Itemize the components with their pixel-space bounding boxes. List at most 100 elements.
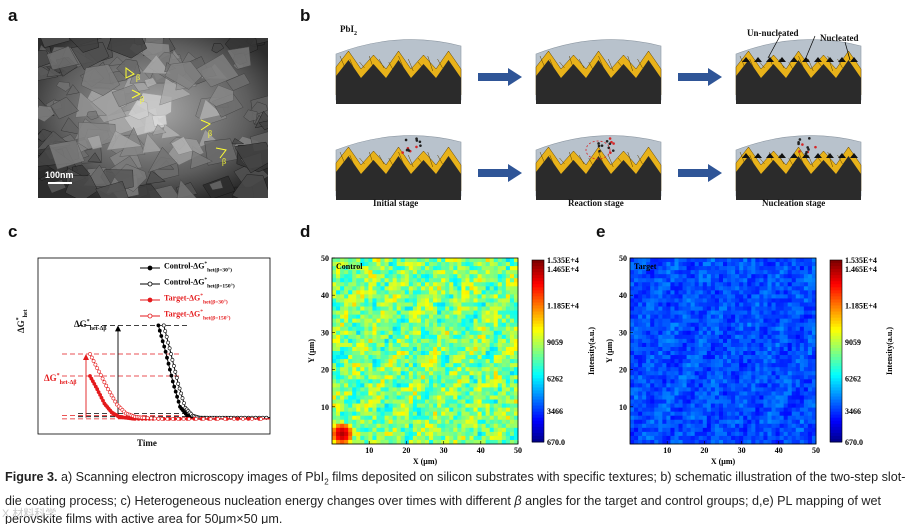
c-series-point-1 bbox=[173, 369, 178, 374]
c-series-point-3 bbox=[111, 396, 116, 401]
c-series-point-3 bbox=[106, 387, 110, 392]
c-series-point-0 bbox=[156, 323, 161, 328]
c-series-point-0 bbox=[163, 349, 168, 354]
c-series-point-3 bbox=[170, 416, 175, 421]
c-series-point-2 bbox=[95, 387, 100, 392]
schematic-tile-1-1 bbox=[535, 135, 662, 200]
process-arrow-3 bbox=[678, 164, 722, 182]
d-x-tick: 40 bbox=[477, 446, 485, 455]
c-series-point-3 bbox=[98, 373, 103, 378]
caption-label: Figure 3. bbox=[5, 470, 58, 484]
d-colorbar-tick: 1.185E+4 bbox=[547, 302, 579, 311]
e-y-tick: 10 bbox=[619, 403, 627, 412]
process-arrow-2 bbox=[478, 164, 522, 182]
watermark: X 材料科学 bbox=[2, 508, 57, 520]
angle-mark-1: β bbox=[136, 73, 140, 82]
c-series-point-1 bbox=[179, 391, 184, 396]
pl-map-e: 10 20 30 40 50 10 20 30 40 50 Target X (μm) Y (μm) 1.… bbox=[605, 254, 894, 466]
d-y-tick: 10 bbox=[321, 403, 329, 412]
c-series-point-3 bbox=[208, 416, 213, 421]
c-series-point-3 bbox=[223, 416, 227, 421]
c-series-point-3 bbox=[156, 416, 161, 421]
panel-label-b: b bbox=[300, 6, 311, 25]
c-legend-entry-2: Target-ΔG*het(β=30°) bbox=[164, 293, 228, 306]
c-series-point-1 bbox=[164, 334, 169, 339]
e-y-tick: 30 bbox=[619, 328, 627, 337]
c-ylabel: ΔG*het bbox=[16, 309, 29, 333]
e-y-tick: 20 bbox=[619, 366, 627, 375]
c-series-point-3 bbox=[145, 416, 150, 420]
c-series-point-3 bbox=[142, 415, 146, 420]
d-y-tick: 50 bbox=[321, 254, 329, 263]
e-x-tick: 40 bbox=[775, 446, 783, 455]
e-colorbar-tick: 1.535E+4 bbox=[845, 256, 877, 265]
panel-label-e: e bbox=[596, 222, 606, 241]
schematic-tile-0-0 bbox=[335, 39, 462, 104]
c-series-point-3 bbox=[89, 355, 94, 360]
c-series-point-2 bbox=[98, 392, 103, 397]
c-series-point-1 bbox=[180, 396, 185, 401]
angle-mark-3: β bbox=[208, 129, 212, 138]
c-series-point-1 bbox=[169, 352, 173, 356]
c-series-point-0 bbox=[165, 355, 169, 360]
e-colorbar-tick: 1.465E+4 bbox=[845, 265, 877, 274]
c-series-point-3 bbox=[104, 383, 109, 388]
c-series-point-3 bbox=[93, 362, 98, 367]
c-xlabel: Time bbox=[137, 438, 157, 448]
c-series-point-3 bbox=[194, 416, 199, 421]
c-legend-entry-3: Target-ΔG*het(β=150°) bbox=[164, 309, 231, 322]
c-series-point-0 bbox=[160, 339, 165, 344]
c-series-point-0 bbox=[157, 328, 162, 333]
angle-mark-4: β bbox=[222, 157, 226, 166]
c-series-line-1 bbox=[163, 325, 270, 419]
e-y-tick: 50 bbox=[619, 254, 627, 263]
panel-label-c: c bbox=[8, 222, 18, 241]
c-series-point-1 bbox=[174, 375, 179, 380]
c-series-point-1 bbox=[163, 329, 168, 334]
e-colorbar-tick: 1.185E+4 bbox=[845, 302, 877, 311]
c-legend-entry-0: Control-ΔG*het(β=30°) bbox=[164, 261, 232, 274]
d-x-tick: 50 bbox=[514, 446, 522, 455]
caption-beta: β bbox=[514, 493, 522, 508]
c-series-point-3 bbox=[241, 416, 245, 421]
c-series-point-3 bbox=[95, 366, 100, 371]
e-map-title: Target bbox=[634, 262, 657, 271]
c-series-point-3 bbox=[107, 390, 112, 395]
figure-caption: Figure 3. a) Scanning electron microscop… bbox=[5, 468, 910, 524]
d-colorbar-tick: 6262 bbox=[547, 374, 563, 383]
c-series-point-0 bbox=[159, 334, 164, 338]
e-colorbar-tick: 9059 bbox=[845, 338, 861, 347]
c-series-point-3 bbox=[88, 352, 92, 356]
c-series-point-1 bbox=[161, 323, 166, 328]
caption-text-3: angles for the target and control groups… bbox=[5, 493, 881, 524]
d-x-tick: 30 bbox=[440, 446, 448, 455]
e-x-tick: 30 bbox=[738, 446, 746, 455]
e-x-tick: 20 bbox=[700, 446, 708, 455]
panel-label-a: a bbox=[8, 6, 18, 25]
c-series-point-3 bbox=[113, 399, 118, 404]
sem-texture: β β β β 100nm bbox=[38, 38, 268, 198]
c-series-point-3 bbox=[232, 416, 236, 421]
c-series-point-0 bbox=[170, 379, 175, 384]
angle-mark-2: β bbox=[140, 95, 144, 104]
stage-label-nucleation: Nucleation stage bbox=[762, 198, 826, 208]
e-colorbar-tick: 6262 bbox=[845, 374, 861, 383]
d-ylabel: Y (μm) bbox=[307, 339, 316, 363]
pbi2-label: PbI2 bbox=[340, 24, 358, 37]
c-series-point-3 bbox=[187, 416, 191, 421]
c-series-point-3 bbox=[102, 380, 107, 385]
c-series-point-0 bbox=[173, 389, 178, 394]
e-x-tick: 50 bbox=[812, 446, 820, 455]
d-colorbar-label: Intensity(a.u.) bbox=[587, 327, 596, 375]
c-series-point-0 bbox=[166, 361, 171, 366]
schematic-tile-0-2 bbox=[735, 39, 862, 104]
c-series-point-0 bbox=[175, 394, 180, 399]
e-y-tick: 40 bbox=[619, 291, 627, 300]
stage-label-initial: Initial stage bbox=[373, 198, 419, 208]
c-series-point-0 bbox=[176, 399, 181, 404]
plot-frame bbox=[37, 257, 271, 435]
c-series-point-0 bbox=[167, 367, 172, 372]
d-xlabel: X (μm) bbox=[413, 457, 438, 466]
c-series-point-0 bbox=[172, 384, 177, 389]
d-colorbar-tick: 3466 bbox=[547, 407, 563, 416]
